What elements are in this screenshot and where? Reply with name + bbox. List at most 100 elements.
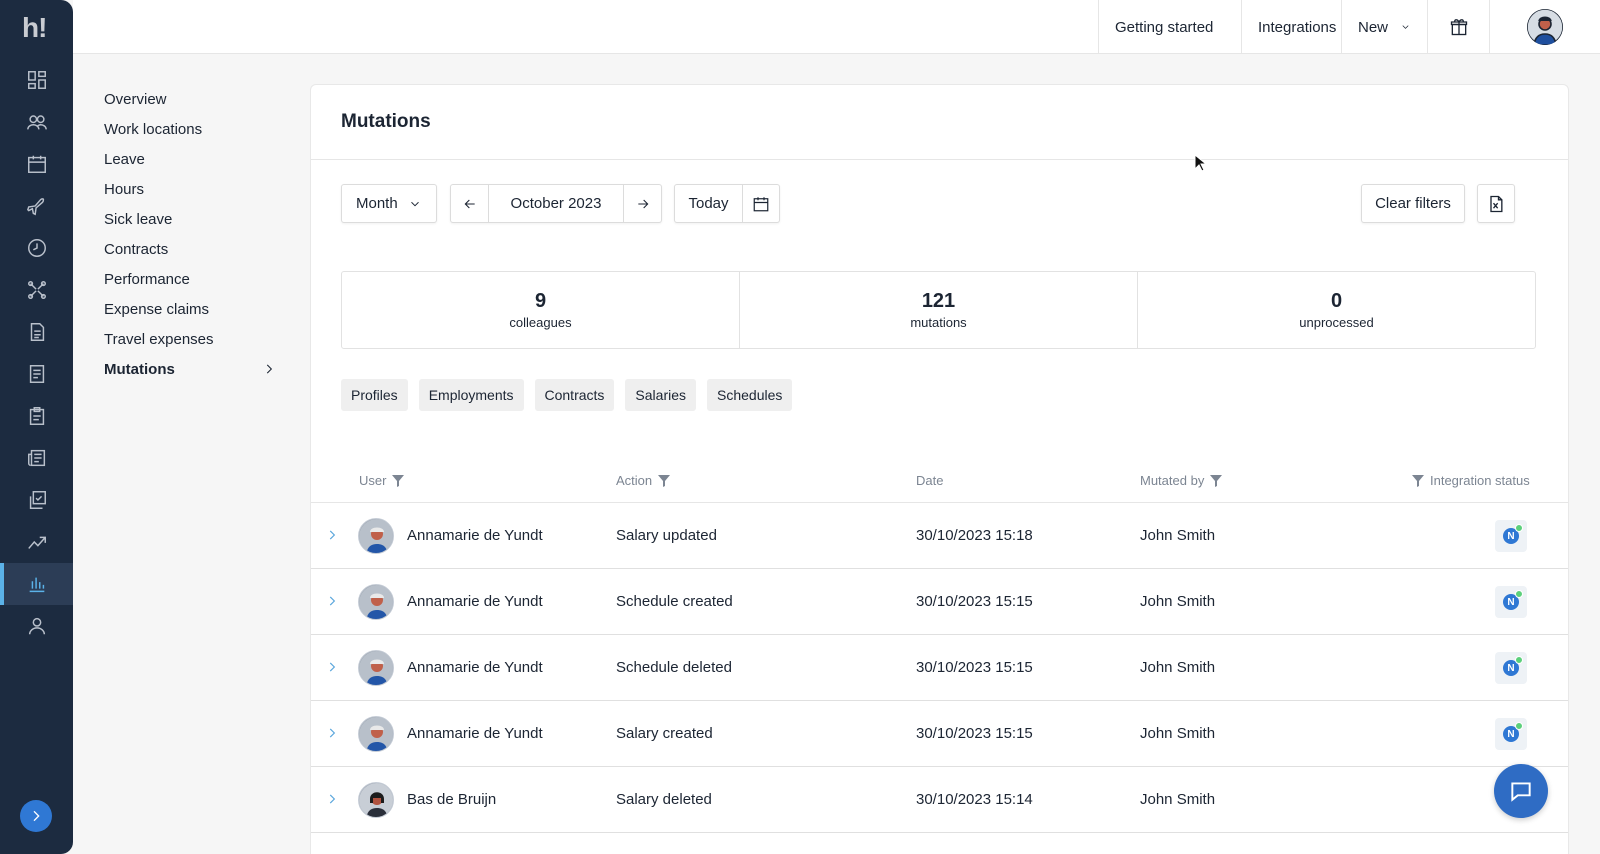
column-label: User [359, 473, 387, 488]
getting-started-label: Getting started [1115, 18, 1214, 36]
subnav-item-hours[interactable]: Hours [104, 174, 284, 204]
chevron-right-icon[interactable] [325, 726, 339, 740]
column-user[interactable]: User [359, 473, 405, 488]
chevron-right-icon[interactable] [325, 660, 339, 674]
chat-widget-button[interactable] [1494, 764, 1548, 818]
status-dot [1515, 656, 1523, 664]
row-mutated-by: John Smith [1140, 725, 1216, 742]
rail-item-hours[interactable] [0, 227, 73, 269]
chip-contracts[interactable]: Contracts [534, 379, 615, 411]
rail-item-documents[interactable] [0, 311, 73, 353]
expand-sidebar-button[interactable] [20, 800, 52, 832]
integration-status-badge[interactable]: N [1495, 586, 1527, 618]
integration-logo-icon: N [1503, 590, 1523, 610]
integrations-link[interactable]: Integrations [1241, 0, 1341, 54]
column-date[interactable]: Date [916, 473, 943, 488]
clear-filters-label: Clear filters [1375, 195, 1451, 212]
integrations-label: Integrations [1258, 18, 1337, 36]
rail-item-news[interactable] [0, 437, 73, 479]
getting-started-link[interactable]: Getting started [1098, 0, 1241, 54]
rail-item-receipts[interactable] [0, 353, 73, 395]
user-menu[interactable] [1489, 0, 1600, 54]
row-mutated-by: John Smith [1140, 593, 1216, 610]
table-row[interactable]: Annamarie de Yundt Salary updated 30/10/… [311, 503, 1568, 569]
subnav-item-work-locations[interactable]: Work locations [104, 114, 284, 144]
clear-filters-button[interactable]: Clear filters [1361, 184, 1465, 223]
checklist-icon [29, 491, 46, 509]
subnav-item-mutations[interactable]: Mutations [104, 354, 284, 384]
integration-logo-icon: N [1503, 524, 1523, 544]
avatar [358, 650, 394, 686]
filter-icon[interactable] [1210, 474, 1223, 487]
subnav-item-performance[interactable]: Performance [104, 264, 284, 294]
rail-item-travel[interactable] [0, 185, 73, 227]
bar-chart-icon [29, 577, 44, 593]
chevron-right-icon[interactable] [325, 792, 339, 806]
subnav-item-travel-expenses[interactable]: Travel expenses [104, 324, 284, 354]
chevron-right-icon[interactable] [325, 594, 339, 608]
rail-item-performance[interactable] [0, 521, 73, 563]
app-logo[interactable]: h! [22, 12, 47, 43]
rail-item-dashboard[interactable] [0, 59, 73, 101]
filter-icon[interactable] [1412, 474, 1424, 487]
table-row[interactable]: Annamarie de Yundt Salary created 30/10/… [311, 701, 1568, 767]
subnav-item-overview[interactable]: Overview [104, 84, 284, 114]
stat-colleagues: 9 colleagues [342, 272, 740, 348]
row-user: Annamarie de Yundt [407, 659, 543, 676]
table-row[interactable]: Annamarie de Yundt Schedule created 30/1… [311, 569, 1568, 635]
rail-item-profile[interactable] [0, 605, 73, 647]
today-button[interactable]: Today [675, 185, 743, 222]
rail-item-reports[interactable] [0, 563, 73, 605]
column-integration-status[interactable]: Integration status [1412, 473, 1530, 488]
integration-status-badge[interactable]: N [1495, 520, 1527, 552]
column-action[interactable]: Action [616, 473, 671, 488]
stat-label: colleagues [509, 315, 572, 330]
rail-item-integrations[interactable] [0, 269, 73, 311]
subnav-label: Work locations [104, 120, 203, 138]
chevron-right-icon[interactable] [325, 528, 339, 542]
row-mutated-by: John Smith [1140, 791, 1216, 808]
gift-button[interactable] [1427, 0, 1489, 54]
table-row[interactable]: Annamarie de Yundt Schedule deleted 30/1… [311, 635, 1568, 701]
chip-profiles[interactable]: Profiles [341, 379, 408, 411]
rail-item-tasks[interactable] [0, 479, 73, 521]
current-period[interactable]: October 2023 [489, 185, 624, 222]
period-select[interactable]: Month [341, 184, 437, 223]
chat-icon [1511, 782, 1531, 802]
new-label: New [1358, 18, 1389, 36]
chip-schedules[interactable]: Schedules [707, 379, 793, 411]
subnav-label: Travel expenses [104, 330, 214, 348]
new-dropdown[interactable]: New [1341, 0, 1427, 54]
rail-item-calendar[interactable] [0, 143, 73, 185]
chip-salaries[interactable]: Salaries [625, 379, 697, 411]
column-mutated-by[interactable]: Mutated by [1140, 473, 1223, 488]
today-label: Today [688, 195, 729, 212]
export-excel-button[interactable] [1477, 184, 1515, 223]
filter-icon[interactable] [392, 474, 405, 487]
calendar-picker-button[interactable] [743, 185, 779, 222]
puzzle-icon [27, 281, 46, 299]
next-period-button[interactable] [624, 185, 661, 222]
row-action: Schedule created [616, 593, 733, 610]
calendar-icon [27, 155, 46, 173]
rail-item-people[interactable] [0, 101, 73, 143]
subnav-item-contracts[interactable]: Contracts [104, 234, 284, 264]
table-row[interactable]: Bas de Bruijn Salary deleted 30/10/2023 … [311, 767, 1568, 833]
chip-employments[interactable]: Employments [418, 379, 524, 411]
dashboard-icon [27, 71, 46, 89]
filter-icon[interactable] [658, 474, 671, 487]
page-title: Mutations [341, 111, 431, 132]
stat-value: 9 [534, 290, 547, 312]
integration-status-badge[interactable]: N [1495, 652, 1527, 684]
row-mutated-by: John Smith [1140, 527, 1216, 544]
integration-status-badge[interactable]: N [1495, 718, 1527, 750]
avatar [358, 782, 394, 818]
subnav-item-leave[interactable]: Leave [104, 144, 284, 174]
subnav-label: Performance [104, 270, 190, 288]
stat-value: 121 [921, 290, 956, 312]
subnav-item-sick-leave[interactable]: Sick leave [104, 204, 284, 234]
rail-item-clipboard[interactable] [0, 395, 73, 437]
category-chips: Profiles Employments Contracts Salaries … [341, 379, 793, 411]
subnav-item-expense-claims[interactable]: Expense claims [104, 294, 284, 324]
previous-period-button[interactable] [451, 185, 489, 222]
